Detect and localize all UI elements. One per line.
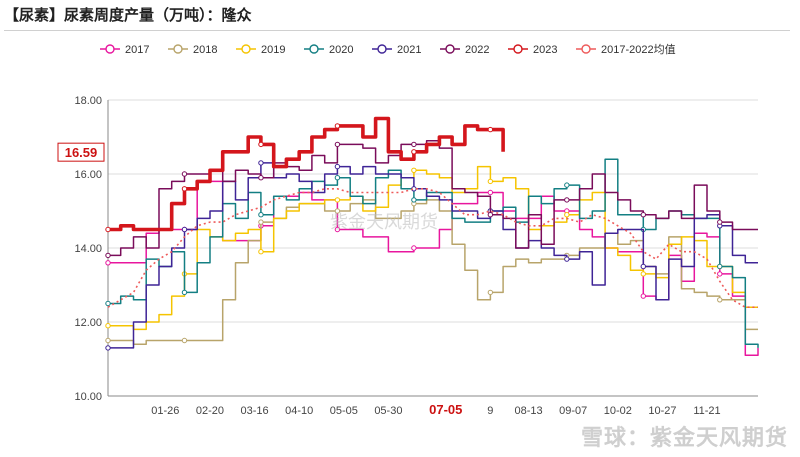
current-value-label: 16.59 <box>57 142 105 162</box>
series-line-2021 <box>108 162 758 349</box>
series-point-2023 <box>258 141 264 148</box>
series-point-2017 <box>487 189 494 196</box>
series-point-2018 <box>334 208 341 214</box>
series-point-2018 <box>717 297 723 303</box>
series-lines <box>105 116 759 357</box>
series-point-2023 <box>487 126 494 133</box>
series-point-2019 <box>411 167 417 174</box>
series-point-2022 <box>334 141 341 148</box>
x-tick-label: 02-20 <box>196 405 224 417</box>
series-point-2018 <box>181 337 188 344</box>
series-point-2022 <box>564 197 570 203</box>
x-tick-label: 9 <box>487 405 493 417</box>
series-point-2018 <box>105 337 111 344</box>
x-tick-label: 09-07 <box>559 405 587 417</box>
x-tick-label: 03-16 <box>240 405 268 417</box>
x-tick-label: 08-13 <box>515 405 543 417</box>
series-point-2021 <box>258 160 264 166</box>
legend-label-2017-2022均值: 2017-2022均值 <box>601 43 676 56</box>
legend-label-2019: 2019 <box>261 44 285 56</box>
legend-marker-2022 <box>445 44 455 54</box>
series-point-2021 <box>640 263 646 270</box>
legend-marker-2023 <box>513 44 523 54</box>
legend-label-2018: 2018 <box>193 44 217 56</box>
x-tick-label: 01-26 <box>151 405 179 417</box>
x-tick-label: 11-21 <box>693 405 720 417</box>
series-point-2020 <box>564 182 570 188</box>
series-point-2018 <box>487 289 494 296</box>
series-point-2017 <box>717 271 723 277</box>
series-point-2020 <box>181 289 188 296</box>
legend-marker-2019 <box>241 44 251 54</box>
series-line-2023 <box>108 116 505 232</box>
legend-marker-2020 <box>309 44 319 54</box>
watermark: 雪球：紫金天风期货 <box>580 426 788 451</box>
series-point-2020 <box>105 300 111 307</box>
legend-label-2021: 2021 <box>397 44 421 56</box>
series-point-2018 <box>258 219 264 225</box>
series-point-2019 <box>105 323 111 329</box>
series-point-2021 <box>334 163 341 170</box>
series-point-2021 <box>181 226 188 233</box>
legend-marker-2021 <box>377 44 387 54</box>
legend-marker-2017-2022均值 <box>581 44 591 54</box>
series-point-2021 <box>105 345 111 351</box>
series-point-2023 <box>105 226 111 233</box>
y-tick-label: 12.00 <box>74 317 102 329</box>
y-tick-label: 18.00 <box>74 95 102 107</box>
series-point-2019 <box>334 197 341 203</box>
center-watermark: 紫金天风期货 <box>330 212 438 233</box>
series-point-2023 <box>334 123 341 129</box>
series-point-2023 <box>411 149 417 155</box>
x-tick-label: 07-05 <box>429 402 462 417</box>
series-point-2020 <box>334 175 341 181</box>
current-value-text: 16.59 <box>65 145 98 160</box>
x-axis: 01-26 02-20 03-16 04-10 05-05 05-30 07-05 9 08-1… <box>108 395 758 417</box>
legend: 2017 2018 2019 2020 2021 2022 2023 2017-2022均值 <box>100 43 676 56</box>
series-point-2019 <box>640 271 646 277</box>
x-tick-label: 05-30 <box>374 405 402 417</box>
series-point-2022 <box>640 212 646 218</box>
series-point-2020 <box>717 263 723 270</box>
y-tick-label: 14.00 <box>74 243 102 255</box>
x-tick-label: 04-10 <box>285 405 313 417</box>
legend-marker-2018 <box>173 44 183 54</box>
series-point-2019 <box>258 249 264 255</box>
series-point-2020 <box>411 197 417 203</box>
series-point-2019 <box>487 178 494 185</box>
series-line-2017-2022均值 <box>107 188 758 308</box>
series-point-2020 <box>258 212 264 218</box>
x-tick-label: 10-02 <box>604 405 632 417</box>
series-line-2022 <box>108 139 758 257</box>
legend-label-2020: 2020 <box>329 44 353 56</box>
y-axis: 10.00 12.00 14.00 16.00 18.00 <box>74 95 109 403</box>
y-tick-label: 16.00 <box>74 169 102 181</box>
series-point-2023 <box>181 186 188 192</box>
chart-title: 【尿素】尿素周度产量（万吨）：隆众 <box>4 6 252 24</box>
legend-label-2023: 2023 <box>533 44 557 56</box>
x-tick-label: 10-27 <box>648 405 676 417</box>
series-point-2022 <box>411 141 417 148</box>
series-point-2022 <box>181 171 188 177</box>
series-point-2022 <box>105 252 111 259</box>
series-point-2021 <box>564 256 570 262</box>
series-point-2022 <box>487 212 494 218</box>
series-point-2019 <box>564 212 570 218</box>
series-point-2017 <box>334 226 341 233</box>
series-line-2020 <box>108 158 759 348</box>
legend-label-2022: 2022 <box>465 44 489 56</box>
series-point-2017 <box>105 260 111 266</box>
series-point-2022 <box>258 175 264 181</box>
y-tick-label: 10.00 <box>74 391 102 403</box>
legend-label-2017: 2017 <box>125 44 149 56</box>
series-point-2017 <box>411 245 417 251</box>
title-divider <box>4 30 790 31</box>
series-point-2022 <box>717 219 723 225</box>
current-value-box <box>57 142 105 162</box>
series-point-2017 <box>640 293 646 299</box>
legend-marker-2017 <box>105 44 115 54</box>
x-tick-label: 05-05 <box>330 405 358 417</box>
